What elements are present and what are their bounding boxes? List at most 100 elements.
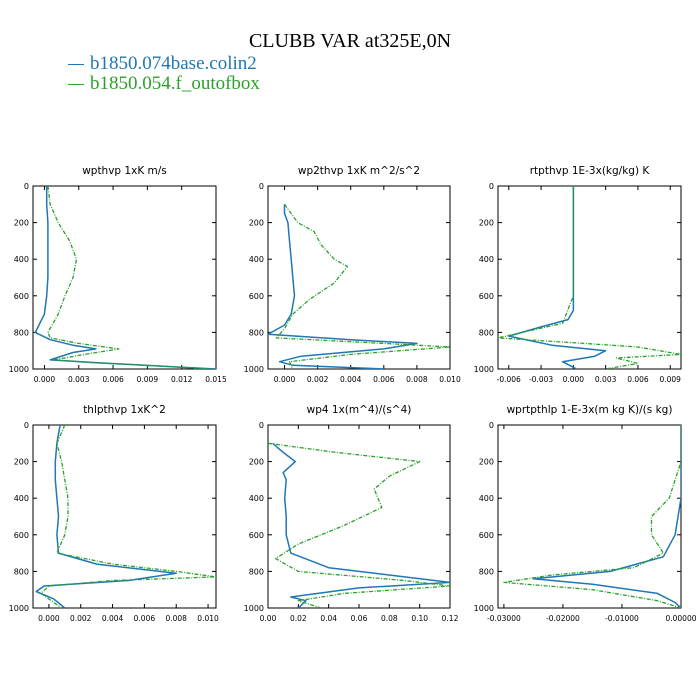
series-line-colin2 — [272, 442, 450, 608]
panel-4: thlpthvp 1xK^2 0 200 400 600 800 1000 0.000 0.00… — [9, 404, 219, 623]
y-tick-label: 600 — [479, 292, 494, 301]
legend-item-colin2: b1850.074base.colin2 — [68, 53, 257, 74]
y-tick-label: 0 — [259, 421, 264, 430]
x-tick-label: -0.02000 — [546, 614, 580, 623]
y-tick-label: 0 — [24, 421, 29, 430]
x-tick-label: 0.04 — [320, 614, 337, 623]
plot-frame — [267, 185, 451, 370]
y-tick-label: 0 — [259, 182, 264, 191]
y-tick-label: 200 — [479, 219, 494, 228]
panel-1: wpthvp 1xK m/s 0 200 400 600 800 1000 0.000 0.00… — [9, 165, 227, 384]
series-line-outofbox — [503, 425, 681, 608]
plot-frame — [497, 185, 682, 370]
panel-title: rtpthvp 1E-3x(kg/kg) K — [530, 165, 651, 177]
y-tick-label: 200 — [14, 219, 29, 228]
plot-frame — [32, 424, 217, 609]
y-tick-label: 800 — [249, 328, 264, 337]
series-line-outofbox — [498, 186, 681, 369]
x-tick-label: 0.00000 — [665, 614, 696, 623]
x-tick-label: 0.004 — [340, 375, 362, 384]
series-line-colin2 — [532, 425, 681, 608]
x-tick-label: 0.000 — [563, 375, 585, 384]
y-tick-label: 200 — [479, 458, 494, 467]
y-tick-label: 800 — [249, 567, 264, 576]
x-tick-label: 0.00 — [260, 614, 277, 623]
x-tick-label: 0.006 — [373, 375, 395, 384]
y-tick-label: 1000 — [244, 365, 264, 374]
legend-line-green — [68, 84, 84, 86]
y-tick-label: 400 — [479, 255, 494, 264]
series-line-outofbox — [268, 442, 450, 608]
y-tick-label: 400 — [249, 494, 264, 503]
series-line-outofbox — [275, 203, 450, 369]
y-tick-label: 400 — [479, 494, 494, 503]
series-line-outofbox — [47, 186, 211, 369]
panel-title: thlpthvp 1xK^2 — [83, 404, 166, 416]
x-tick-label: 0.000 — [38, 614, 60, 623]
x-tick-label: -0.01000 — [605, 614, 639, 623]
x-tick-label: 0.003 — [68, 375, 90, 384]
plot-frame — [267, 424, 451, 609]
y-tick-label: 400 — [14, 255, 29, 264]
y-tick-label: 600 — [249, 292, 264, 301]
panel-3: rtpthvp 1E-3x(kg/kg) K02004006008001000-… — [474, 165, 682, 384]
y-tick-label: 1000 — [474, 604, 494, 613]
x-tick-label: 0.010 — [197, 614, 219, 623]
y-tick-label: 0 — [489, 182, 494, 191]
legend-line-blue — [68, 64, 84, 66]
x-tick-label: 0.000 — [274, 375, 296, 384]
panel-2: wp2thvp 1xK m^2/s^2 0 200 400 600 800 1000 0.00… — [244, 165, 461, 384]
panel-6: wprtpthlp 1-E-3x(m kg K)/(s kg) 0 200 400 60… — [474, 404, 697, 623]
x-tick-label: 0.012 — [171, 375, 193, 384]
legend-label: b1850.054.f_outofbox — [90, 73, 260, 94]
y-tick-label: 800 — [14, 567, 29, 576]
y-tick-label: 800 — [479, 328, 494, 337]
x-tick-label: 0.009 — [659, 375, 681, 384]
figure-title: CLUBB VAR at325E,0N — [248, 30, 452, 52]
panel-title: wpthvp 1xK m/s — [82, 165, 167, 177]
y-tick-label: 0 — [489, 421, 494, 430]
plot-frame — [497, 424, 682, 609]
y-tick-label: 0 — [24, 182, 29, 191]
x-tick-label: -0.006 — [497, 375, 521, 384]
x-tick-label: 0.002 — [70, 614, 92, 623]
legend-label: b1850.074base.colin2 — [90, 53, 257, 74]
y-tick-label: 200 — [249, 458, 264, 467]
x-tick-label: 0.008 — [406, 375, 428, 384]
plot-frame — [32, 185, 217, 370]
x-tick-label: 0.006 — [102, 375, 124, 384]
y-tick-label: 600 — [14, 292, 29, 301]
x-tick-label: 0.010 — [439, 375, 461, 384]
series-line-colin2 — [508, 186, 607, 369]
y-tick-label: 200 — [249, 219, 264, 228]
y-tick-label: 800 — [14, 328, 29, 337]
series-line-colin2 — [268, 204, 418, 369]
x-tick-label: 0.08 — [381, 614, 398, 623]
x-tick-label: 0.008 — [165, 614, 187, 623]
x-tick-label: 0.003 — [595, 375, 617, 384]
y-tick-label: 600 — [479, 531, 494, 540]
y-tick-label: 1000 — [9, 365, 29, 374]
panel-title: wp2thvp 1xK m^2/s^2 — [298, 165, 420, 177]
x-tick-label: 0.10 — [411, 614, 428, 623]
x-tick-label: 0.02 — [290, 614, 307, 623]
x-tick-label: 0.009 — [137, 375, 159, 384]
x-tick-label: -0.03000 — [487, 614, 521, 623]
y-tick-label: 1000 — [474, 365, 494, 374]
y-tick-label: 600 — [249, 531, 264, 540]
x-tick-label: 0.06 — [351, 614, 368, 623]
x-tick-label: 0.000 — [34, 375, 56, 384]
y-tick-label: 600 — [14, 531, 29, 540]
y-tick-label: 800 — [479, 567, 494, 576]
y-tick-label: 200 — [14, 458, 29, 467]
panel-title: wprtpthlp 1-E-3x(m kg K)/(s kg) — [507, 404, 673, 416]
legend-item-outofbox: b1850.054.f_outofbox — [68, 73, 260, 94]
x-tick-label: -0.003 — [529, 375, 553, 384]
y-tick-label: 400 — [249, 255, 264, 264]
y-tick-label: 1000 — [9, 604, 29, 613]
x-tick-label: 0.006 — [627, 375, 649, 384]
x-tick-label: 0.12 — [442, 614, 459, 623]
panel-title: wp4 1x(m^4)/(s^4) — [307, 404, 412, 416]
